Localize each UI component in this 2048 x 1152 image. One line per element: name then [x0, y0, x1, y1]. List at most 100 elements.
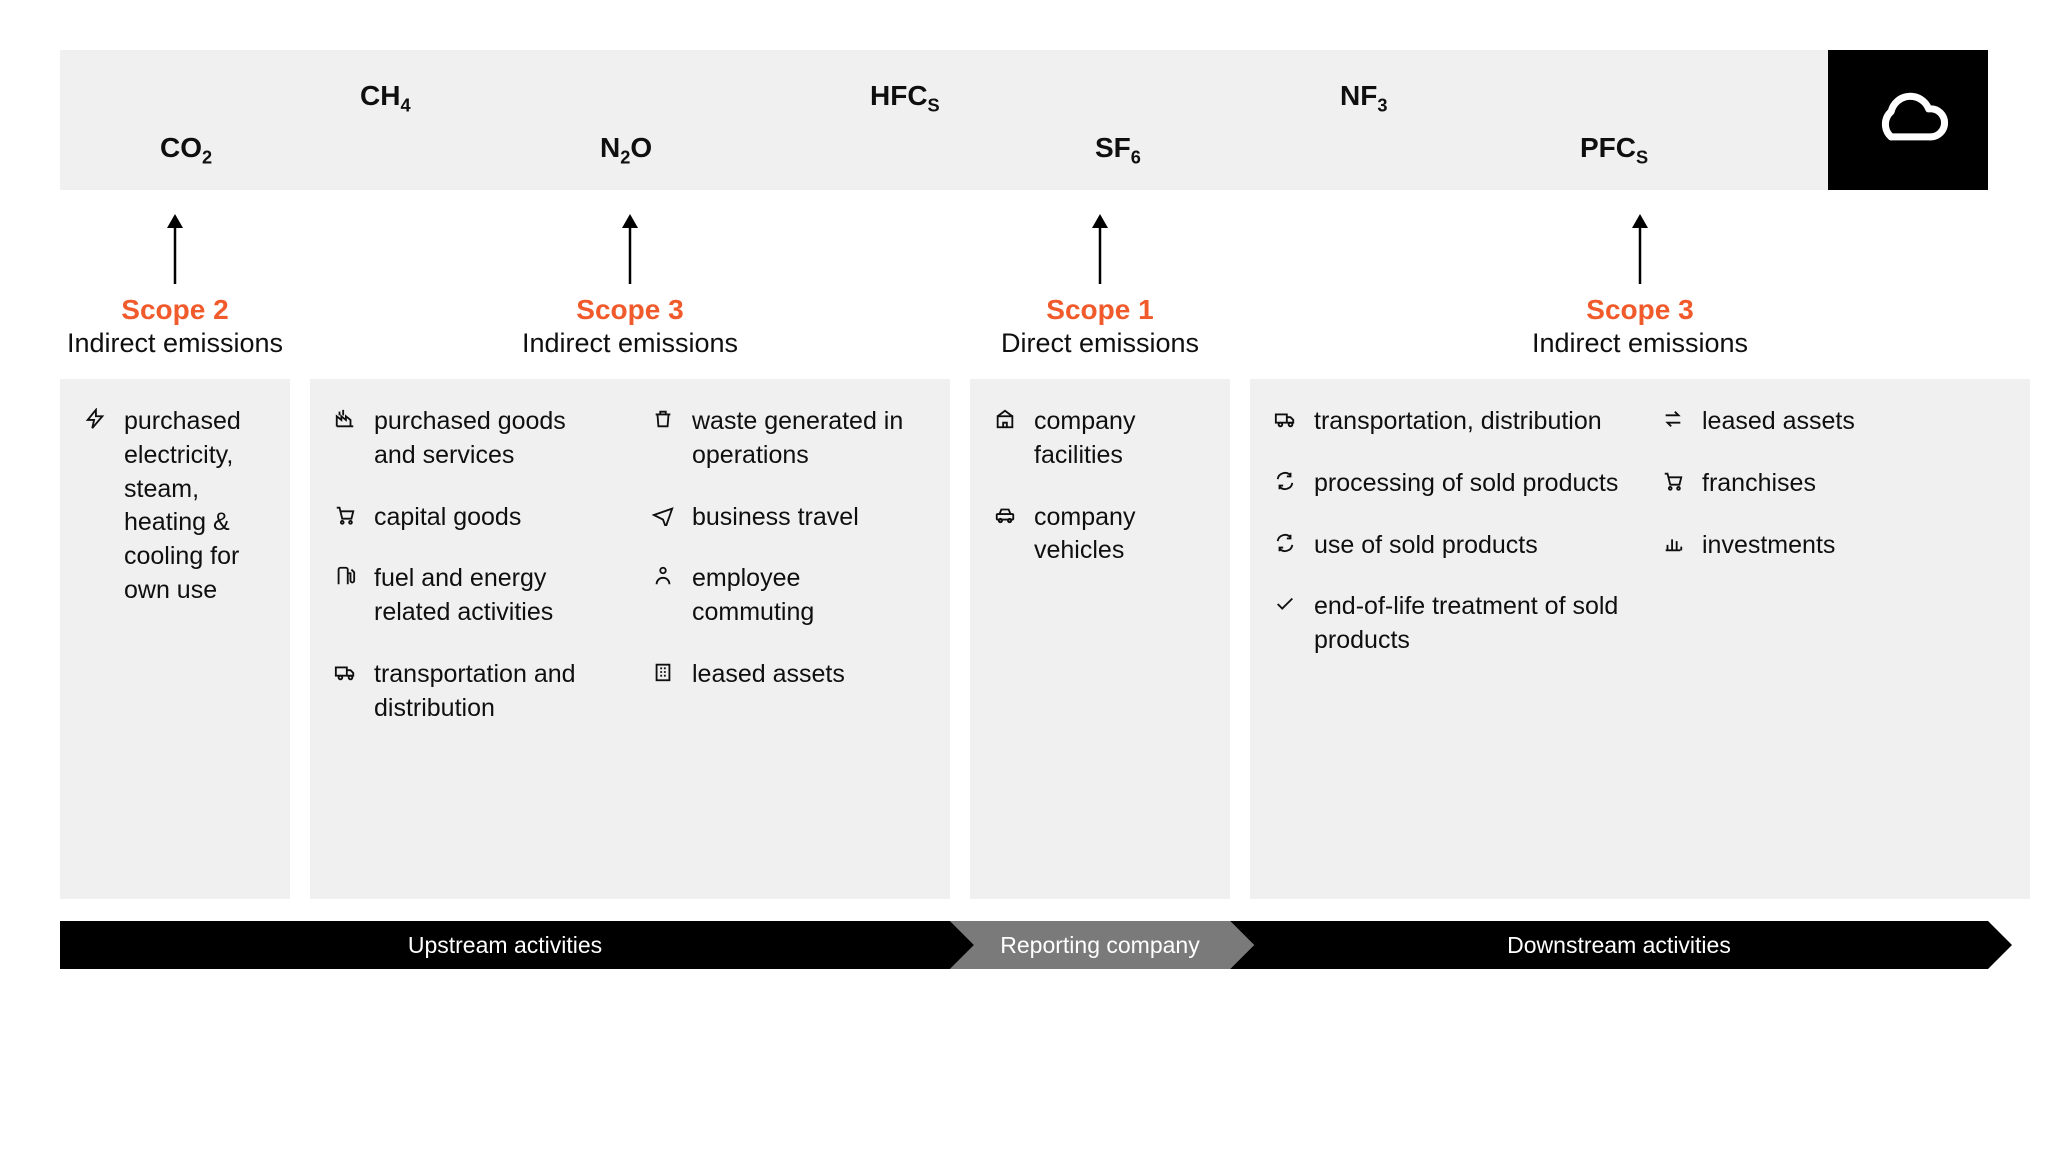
- flow-upstream: Upstream activities: [60, 921, 950, 969]
- gas-label: CO2: [160, 132, 212, 168]
- scope-column: leased assets franchises investments: [1660, 405, 2008, 873]
- scope-item: franchises: [1660, 467, 2008, 501]
- building-icon: [650, 661, 676, 683]
- scope-header: Scope 3Indirect emissions: [310, 294, 950, 359]
- gas-label: HFCS: [870, 80, 940, 116]
- person-icon: [650, 565, 676, 587]
- scope-title: Scope 3: [1250, 294, 2030, 326]
- flow-bar: Upstream activities Reporting company Do…: [60, 921, 1988, 969]
- scope-column: waste generated in operations business tr…: [650, 405, 928, 873]
- scope-item-label: transportation and distribution: [374, 658, 610, 726]
- vehicle-icon: [992, 504, 1018, 526]
- check-icon: [1272, 593, 1298, 615]
- flow-downstream-label: Downstream activities: [1507, 932, 1731, 959]
- gas-label: SF6: [1095, 132, 1141, 168]
- scope-column: transportation, distribution processing o…: [1272, 405, 1620, 873]
- scope-header: Scope 2Indirect emissions: [60, 294, 290, 359]
- scope-column: company facilities company vehicles: [992, 405, 1208, 873]
- chart-icon: [1660, 532, 1686, 554]
- scope-item: processing of sold products: [1272, 467, 1620, 501]
- scope-item-label: company facilities: [1034, 405, 1208, 473]
- swap-icon: [1660, 408, 1686, 430]
- scope-item: capital goods: [332, 501, 610, 535]
- scope-item: leased assets: [1660, 405, 2008, 439]
- scope-item: purchased goods and services: [332, 405, 610, 473]
- scope-item-label: end-of-life treatment of sold products: [1314, 590, 1620, 658]
- bolt-icon: [82, 408, 108, 430]
- truck-icon: [332, 661, 358, 683]
- scope-item: waste generated in operations: [650, 405, 928, 473]
- scope-item-label: waste generated in operations: [692, 405, 928, 473]
- scope-item: business travel: [650, 501, 928, 535]
- scope-item: leased assets: [650, 658, 928, 692]
- scope-panel: purchased electricity, steam, heating & …: [60, 379, 290, 899]
- gases-row: CH4 HFCS NF3 CO2 N2O SF6 PFCS: [60, 50, 1988, 190]
- ghg-scopes-diagram: CH4HFCSNF3CO2N2OSF6PFCS Scope 2Indirect …: [60, 50, 1988, 969]
- scope-item-label: use of sold products: [1314, 529, 1620, 563]
- flow-upstream-label: Upstream activities: [408, 932, 602, 959]
- factory-icon: [332, 408, 358, 430]
- scope-item: transportation, distribution: [1272, 405, 1620, 439]
- cycle-icon: [1272, 470, 1298, 492]
- scope-subtitle: Direct emissions: [970, 328, 1230, 359]
- cloud-icon-box: [1828, 50, 1988, 190]
- arrows-row: [60, 214, 1988, 284]
- scope-header: Scope 1Direct emissions: [970, 294, 1230, 359]
- scope-header: Scope 3Indirect emissions: [1250, 294, 2030, 359]
- gas-label: N2O: [600, 132, 652, 168]
- scope-column: purchased goods and services capital good…: [332, 405, 610, 873]
- gas-label: CH4: [360, 80, 411, 116]
- arrow-up: [1250, 214, 2030, 284]
- cart-icon: [332, 504, 358, 526]
- scope-panels-row: purchased electricity, steam, heating & …: [60, 379, 1988, 899]
- facility-icon: [992, 408, 1018, 430]
- truck-icon: [1272, 408, 1298, 430]
- scope-item: use of sold products: [1272, 529, 1620, 563]
- scope-item-label: processing of sold products: [1314, 467, 1620, 501]
- scope-item: company vehicles: [992, 501, 1208, 569]
- cloud-icon: [1863, 75, 1953, 165]
- scope-item: employee commuting: [650, 562, 928, 630]
- scope-item: investments: [1660, 529, 2008, 563]
- scope-subtitle: Indirect emissions: [310, 328, 950, 359]
- plane-icon: [650, 504, 676, 526]
- cycle-icon: [1272, 532, 1298, 554]
- flow-reporting-label: Reporting company: [1000, 932, 1199, 959]
- scope-item-label: business travel: [692, 501, 928, 535]
- scope-item: purchased electricity, steam, heating & …: [82, 405, 268, 608]
- scope-panel: company facilities company vehicles: [970, 379, 1230, 899]
- scope-column: purchased electricity, steam, heating & …: [82, 405, 268, 873]
- scope-item-label: employee commuting: [692, 562, 928, 630]
- scope-item-label: fuel and energy related activities: [374, 562, 610, 630]
- scope-item-label: purchased electricity, steam, heating & …: [124, 405, 268, 608]
- scope-title: Scope 3: [310, 294, 950, 326]
- scope-item-label: investments: [1702, 529, 2008, 563]
- scope-subtitle: Indirect emissions: [60, 328, 290, 359]
- scope-panel: transportation, distribution processing o…: [1250, 379, 2030, 899]
- scope-subtitle: Indirect emissions: [1250, 328, 2030, 359]
- scope-item-label: franchises: [1702, 467, 2008, 501]
- scope-item-label: leased assets: [1702, 405, 2008, 439]
- scope-item: end-of-life treatment of sold products: [1272, 590, 1620, 658]
- scope-title: Scope 2: [60, 294, 290, 326]
- scope-item-label: leased assets: [692, 658, 928, 692]
- gas-label: NF3: [1340, 80, 1387, 116]
- arrow-up: [970, 214, 1230, 284]
- cart-icon: [1660, 470, 1686, 492]
- gas-label: PFCS: [1580, 132, 1648, 168]
- scope-panel: purchased goods and services capital good…: [310, 379, 950, 899]
- arrow-up: [60, 214, 290, 284]
- flow-downstream: Downstream activities: [1230, 921, 1988, 969]
- gases-bar: CH4 HFCS NF3 CO2 N2O SF6 PFCS: [60, 50, 1828, 190]
- scope-item-label: company vehicles: [1034, 501, 1208, 569]
- trash-icon: [650, 408, 676, 430]
- scope-item: transportation and distribution: [332, 658, 610, 726]
- flow-reporting: Reporting company: [950, 921, 1230, 969]
- scope-item: fuel and energy related activities: [332, 562, 610, 630]
- scope-headers-row: Scope 2Indirect emissionsScope 3Indirect…: [60, 294, 1988, 359]
- fuel-icon: [332, 565, 358, 587]
- scope-item: company facilities: [992, 405, 1208, 473]
- scope-item-label: capital goods: [374, 501, 610, 535]
- arrow-up: [310, 214, 950, 284]
- scope-item-label: transportation, distribution: [1314, 405, 1620, 439]
